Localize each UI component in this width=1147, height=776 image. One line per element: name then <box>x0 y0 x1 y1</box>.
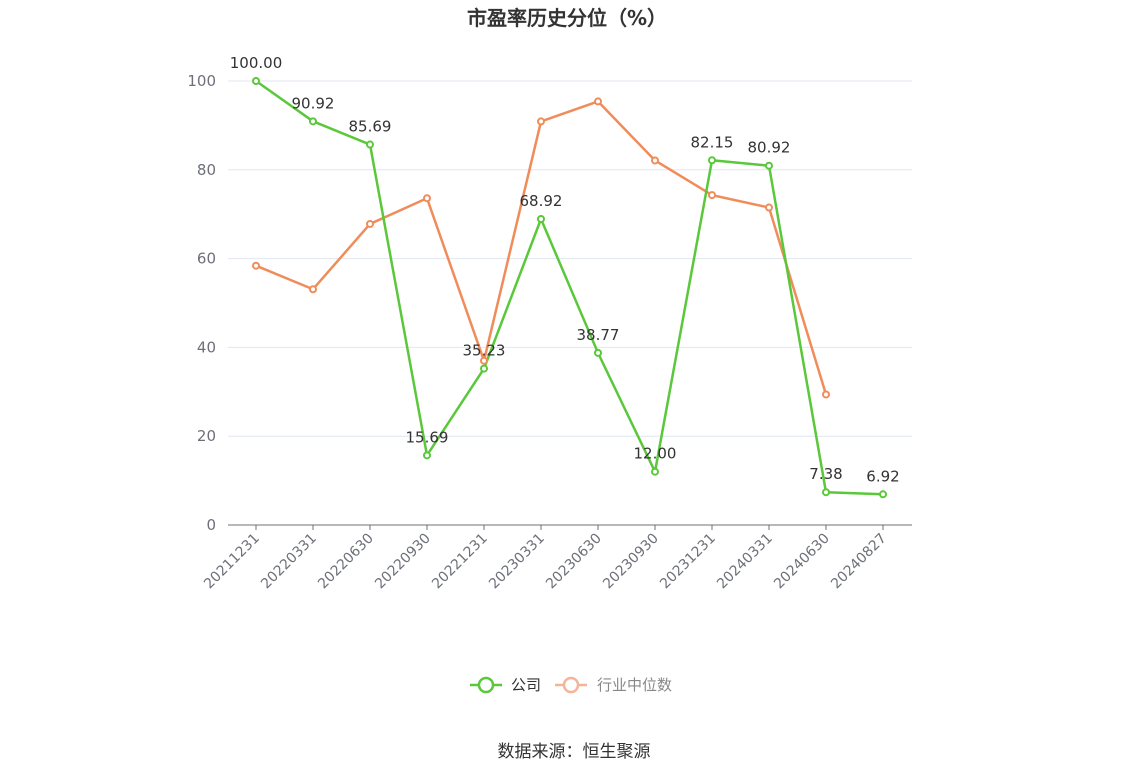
data-labels: 100.00 90.92 85.69 15.69 35.23 68.92 38.77 12.0… <box>230 54 900 485</box>
data-label: 35.23 <box>463 342 506 360</box>
data-point[interactable] <box>309 117 317 126</box>
data-label: 90.92 <box>292 94 335 112</box>
x-tick-label: 20240827 <box>828 531 890 593</box>
y-tick-label: 0 <box>206 516 216 534</box>
data-label: 38.77 <box>577 326 620 344</box>
series-line-1 <box>255 100 828 395</box>
data-label: 15.69 <box>406 428 449 446</box>
grid-lines <box>228 80 912 437</box>
y-tick-label: 80 <box>197 161 216 179</box>
x-tick-label: 20211231 <box>201 531 263 593</box>
legend-item-0[interactable]: 公司 <box>470 676 541 694</box>
data-point[interactable] <box>822 488 830 497</box>
y-tick-label: 60 <box>197 250 216 268</box>
legend-label: 公司 <box>511 676 541 694</box>
legend[interactable]: 公司 行业中位数 <box>470 676 672 694</box>
chart-title: 市盈率历史分位（%） <box>467 6 667 30</box>
data-point[interactable] <box>252 77 260 85</box>
data-label: 80.92 <box>748 139 791 157</box>
data-point[interactable] <box>651 467 659 476</box>
data-point[interactable] <box>765 203 773 212</box>
data-point[interactable] <box>822 390 830 399</box>
data-label: 6.92 <box>866 467 899 485</box>
x-tick-label: 20230331 <box>486 531 548 593</box>
axes: 0204060801002021123120220331202206302022… <box>187 72 912 592</box>
legend-item-1[interactable]: 行业中位数 <box>555 676 672 694</box>
data-point[interactable] <box>537 214 545 223</box>
data-point[interactable] <box>309 285 317 294</box>
x-tick-label: 20240630 <box>771 531 833 593</box>
data-point[interactable] <box>423 194 431 203</box>
data-point[interactable] <box>480 356 488 365</box>
x-tick-label: 20220930 <box>372 531 434 593</box>
data-point[interactable] <box>708 191 716 200</box>
data-source: 数据来源：恒生聚源 <box>498 742 651 762</box>
series-line-0 <box>255 79 884 496</box>
data-point[interactable] <box>537 117 545 126</box>
data-point[interactable] <box>708 156 716 165</box>
data-label: 12.00 <box>634 445 677 463</box>
data-point[interactable] <box>651 156 659 165</box>
y-tick-label: 100 <box>187 72 216 90</box>
data-label: 85.69 <box>349 118 392 136</box>
x-tick-label: 20240331 <box>714 531 776 593</box>
series-points <box>252 77 887 499</box>
data-point[interactable] <box>366 219 374 228</box>
legend-label: 行业中位数 <box>597 676 672 694</box>
y-tick-label: 40 <box>197 338 216 356</box>
legend-marker <box>477 676 495 694</box>
y-tick-label: 20 <box>197 427 216 445</box>
data-label: 7.38 <box>809 465 842 483</box>
data-label: 82.15 <box>691 133 734 151</box>
data-point[interactable] <box>594 97 602 106</box>
data-point[interactable] <box>252 261 260 270</box>
data-label: 68.92 <box>520 192 563 210</box>
x-tick-label: 20230930 <box>600 531 662 593</box>
legend-marker <box>562 676 580 694</box>
data-point[interactable] <box>765 161 773 170</box>
data-label: 100.00 <box>230 54 283 72</box>
x-tick-label: 20221231 <box>429 531 491 593</box>
x-tick-label: 20230630 <box>543 531 605 593</box>
data-point[interactable] <box>480 364 488 373</box>
x-tick-label: 20220331 <box>258 531 320 593</box>
data-point[interactable] <box>423 451 431 460</box>
data-point[interactable] <box>879 490 887 499</box>
data-point[interactable] <box>366 140 374 149</box>
x-tick-label: 20231231 <box>657 531 719 593</box>
x-tick-label: 20220630 <box>315 531 377 593</box>
data-point[interactable] <box>594 348 602 357</box>
